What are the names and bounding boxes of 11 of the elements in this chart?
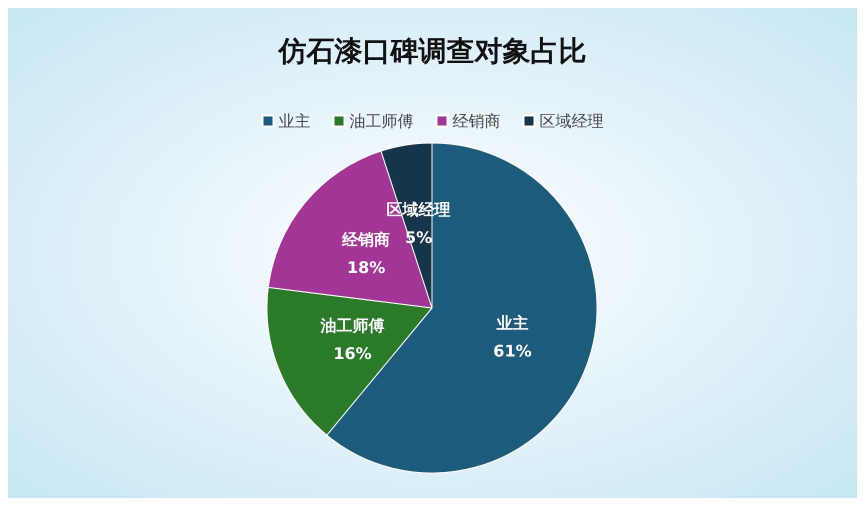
chart-title: 仿石漆口碑调查对象占比 [278,34,586,68]
data-label: 18% [346,258,386,277]
slice-label: 油工师傅 [320,316,385,335]
legend-label: 油工师傅 [350,112,414,130]
slice-label: 经销商 [341,230,390,249]
slice-label: 业主 [495,313,528,332]
legend-label: 区域经理 [540,112,604,130]
legend-label: 业主 [278,112,310,130]
data-label: 16% [333,344,372,363]
data-label: 61% [493,341,532,360]
legend-label: 经销商 [452,112,500,130]
